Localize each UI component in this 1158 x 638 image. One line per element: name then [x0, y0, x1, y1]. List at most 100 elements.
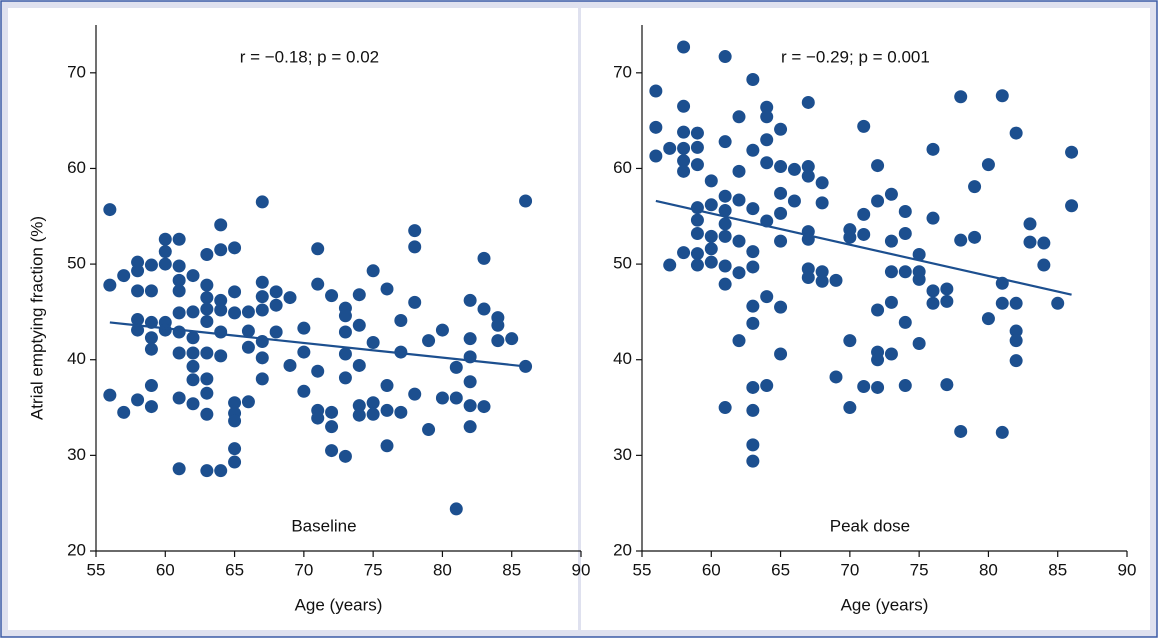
- point: [1009, 126, 1023, 140]
- point: [1023, 235, 1037, 249]
- point: [325, 444, 339, 458]
- point: [380, 403, 394, 417]
- point: [200, 346, 214, 360]
- point: [200, 372, 214, 386]
- point: [968, 180, 982, 194]
- y-tick-label: 20: [613, 540, 632, 559]
- point: [352, 288, 366, 302]
- point: [649, 149, 663, 163]
- point: [801, 270, 815, 284]
- point: [477, 302, 491, 316]
- point: [158, 245, 172, 259]
- point: [746, 454, 760, 468]
- y-tick-label: 70: [613, 62, 632, 81]
- point: [172, 346, 186, 360]
- point: [677, 99, 691, 113]
- point: [269, 298, 283, 312]
- point: [214, 303, 228, 317]
- point: [704, 198, 718, 212]
- point: [663, 141, 677, 155]
- annotation: r = −0.29; p = 0.001: [781, 47, 930, 66]
- point: [214, 464, 228, 478]
- x-tick-label: 65: [771, 560, 790, 579]
- point: [255, 303, 269, 317]
- point: [954, 233, 968, 247]
- point: [255, 195, 269, 209]
- point: [843, 230, 857, 244]
- x-tick-label: 60: [702, 560, 721, 579]
- point: [103, 203, 117, 217]
- y-tick-label: 40: [67, 349, 86, 368]
- point: [186, 269, 200, 283]
- point: [449, 360, 463, 374]
- point: [871, 353, 885, 367]
- point: [297, 384, 311, 398]
- point: [463, 399, 477, 413]
- point: [690, 247, 704, 261]
- y-tick-label: 50: [613, 254, 632, 273]
- point: [311, 277, 325, 291]
- point: [338, 325, 352, 339]
- point: [366, 407, 380, 421]
- point: [144, 342, 158, 356]
- point: [898, 265, 912, 279]
- y-tick-label: 30: [67, 445, 86, 464]
- point: [352, 358, 366, 372]
- point: [283, 358, 297, 372]
- point: [801, 160, 815, 174]
- point: [200, 248, 214, 262]
- point: [746, 73, 760, 87]
- point: [746, 202, 760, 216]
- point: [926, 284, 940, 298]
- point: [422, 334, 436, 348]
- point: [228, 241, 242, 255]
- point: [186, 305, 200, 319]
- point: [871, 380, 885, 394]
- point: [940, 294, 954, 308]
- point: [228, 306, 242, 320]
- point: [940, 282, 954, 296]
- point: [677, 154, 691, 168]
- point: [144, 331, 158, 345]
- point: [690, 140, 704, 154]
- point: [131, 313, 145, 327]
- point: [690, 213, 704, 227]
- point: [926, 211, 940, 225]
- point: [200, 291, 214, 305]
- point: [463, 375, 477, 389]
- point: [491, 334, 505, 348]
- point: [200, 302, 214, 316]
- point: [871, 303, 885, 317]
- point: [732, 110, 746, 124]
- point: [732, 234, 746, 248]
- point: [241, 305, 255, 319]
- point: [131, 284, 145, 298]
- point: [463, 420, 477, 434]
- point: [774, 186, 788, 200]
- point: [898, 226, 912, 240]
- point: [131, 323, 145, 337]
- point: [449, 391, 463, 405]
- point: [228, 442, 242, 456]
- point: [677, 40, 691, 54]
- point: [995, 296, 1009, 310]
- x-tick-label: 85: [502, 560, 521, 579]
- x-axis-label: Age (years): [841, 595, 929, 614]
- point: [746, 380, 760, 394]
- point: [981, 158, 995, 172]
- point: [718, 135, 732, 149]
- point: [718, 50, 732, 64]
- point: [131, 393, 145, 407]
- point: [843, 334, 857, 348]
- y-axis-label: Atrial emptying fraction (%): [27, 216, 46, 420]
- point: [1051, 296, 1065, 310]
- point: [103, 278, 117, 292]
- point: [311, 364, 325, 378]
- point: [815, 196, 829, 210]
- point: [884, 295, 898, 309]
- point: [774, 300, 788, 314]
- point: [408, 387, 422, 401]
- point: [214, 293, 228, 307]
- point: [1009, 296, 1023, 310]
- point: [186, 346, 200, 360]
